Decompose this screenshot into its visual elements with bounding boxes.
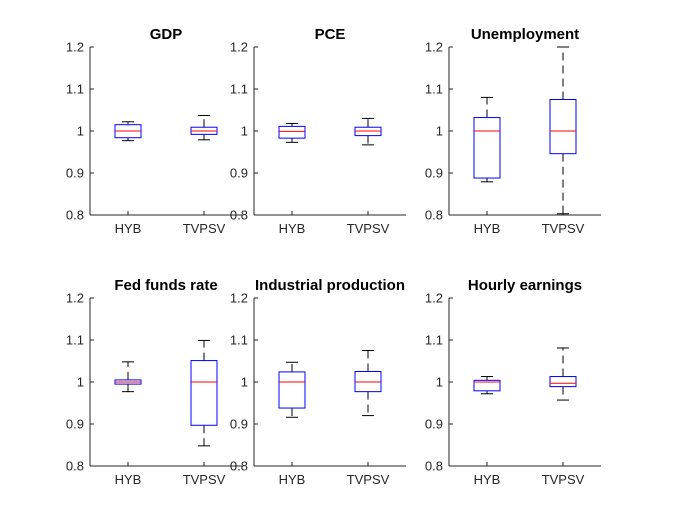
panel-3-title: Unemployment <box>471 26 579 43</box>
panel-2-hyb-label: HYB <box>279 221 306 236</box>
panel-3-tvpsv-box <box>549 99 577 155</box>
panel-1-hyb-label: HYB <box>115 221 142 236</box>
panel-5-ytick-label: 1 <box>241 375 248 390</box>
panel-3-ytick-label: 1 <box>436 124 443 139</box>
panel-5-hyb-box <box>278 371 306 409</box>
panel-3-ytick-label: 0.9 <box>425 166 443 181</box>
panel-3-hyb-label: HYB <box>474 221 501 236</box>
panel-6-tvpsv-box <box>549 376 577 388</box>
panel-3-tvpsv-label: TVPSV <box>542 221 585 236</box>
panel-6-ytick-label: 0.8 <box>425 459 443 474</box>
panel-1-ytick-label: 1.1 <box>66 82 84 97</box>
panel-1-ytick-label: 1 <box>77 124 84 139</box>
panel-4-ytick-label: 0.9 <box>66 417 84 432</box>
panel-6-ytick-label: 1.2 <box>425 291 443 306</box>
panel-4-ytick-label: 1.2 <box>66 291 84 306</box>
panel-3-ytick-label: 1.1 <box>425 82 443 97</box>
panel-5-ytick-label: 1.1 <box>230 333 248 348</box>
panel-2-ytick-label: 0.8 <box>230 208 248 223</box>
panel-2-ytick-label: 1.1 <box>230 82 248 97</box>
panel-6-hyb-box <box>473 379 501 392</box>
panel-6-hyb-label: HYB <box>474 472 501 487</box>
panel-4-ytick-label: 0.8 <box>66 459 84 474</box>
panel-4-hyb-label: HYB <box>115 472 142 487</box>
panel-5-ytick-label: 0.9 <box>230 417 248 432</box>
panel-6-ytick-label: 0.9 <box>425 417 443 432</box>
panel-2-ytick-label: 0.9 <box>230 166 248 181</box>
panel-2-tvpsv-label: TVPSV <box>347 221 390 236</box>
panel-5-tvpsv-label: TVPSV <box>347 472 390 487</box>
panel-5-title: Industrial production <box>255 277 405 294</box>
panel-4-tvpsv-label: TVPSV <box>183 472 226 487</box>
panel-5-ytick-label: 1.2 <box>230 291 248 306</box>
panel-1-title: GDP <box>150 26 183 43</box>
panel-1-ytick-label: 0.9 <box>66 166 84 181</box>
panel-2-ytick-label: 1 <box>241 124 248 139</box>
panel-4-title: Fed funds rate <box>114 277 217 294</box>
panel-1-tvpsv-label: TVPSV <box>183 221 226 236</box>
panel-5-hyb-label: HYB <box>279 472 306 487</box>
panel-2-hyb-box <box>278 125 306 139</box>
panel-6-tvpsv-label: TVPSV <box>542 472 585 487</box>
panel-3-ytick-label: 0.8 <box>425 208 443 223</box>
panel-6-ytick-label: 1 <box>436 375 443 390</box>
panel-3-hyb-box <box>473 117 501 179</box>
panel-4-ytick-label: 1 <box>77 375 84 390</box>
panel-5-ytick-label: 0.8 <box>230 459 248 474</box>
panel-6-title: Hourly earnings <box>468 277 582 294</box>
panel-1-ytick-label: 0.8 <box>66 208 84 223</box>
panel-1-ytick-label: 1.2 <box>66 40 84 55</box>
panel-4-tvpsv-box <box>190 360 218 426</box>
panel-2-ytick-label: 1.2 <box>230 40 248 55</box>
panel-6-ytick-label: 1.1 <box>425 333 443 348</box>
panel-2-title: PCE <box>315 26 346 43</box>
panel-3-ytick-label: 1.2 <box>425 40 443 55</box>
panel-4-ytick-label: 1.1 <box>66 333 84 348</box>
